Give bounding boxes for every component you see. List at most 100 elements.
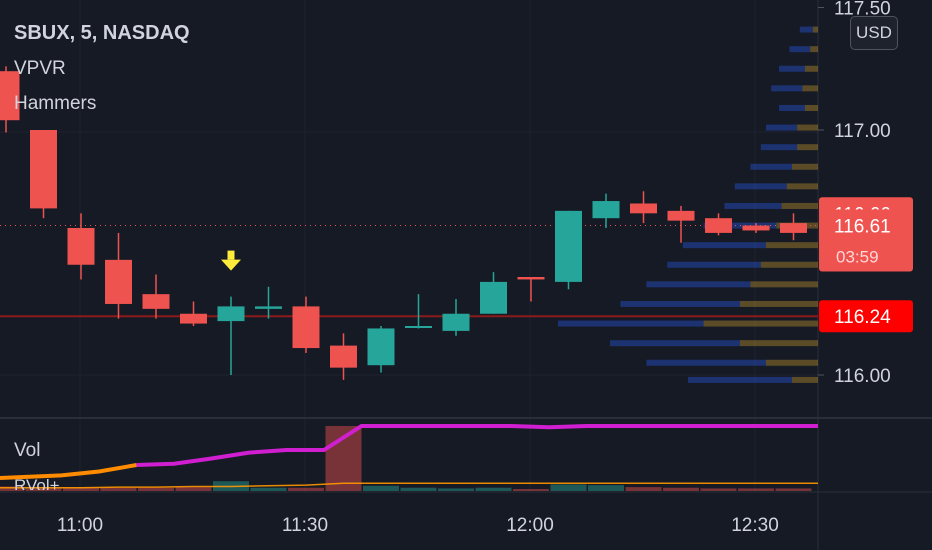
rvol-ma-line [0, 482, 818, 489]
currency-button[interactable]: USD [850, 16, 898, 50]
volume-bar [250, 487, 287, 491]
volume-bar [138, 487, 174, 491]
vpvr-bar-up [646, 281, 751, 288]
indicator-vpvr-label[interactable]: VPVR [14, 58, 66, 79]
symbol-title[interactable]: SBUX, 5, NASDAQ [14, 22, 190, 44]
vpvr-bar-up [771, 85, 803, 92]
vpvr-bar-up [779, 104, 805, 111]
volume-bar [175, 487, 212, 491]
current-price-badge [819, 209, 913, 272]
hammer-arrow-shaft [227, 250, 235, 260]
candle-body [0, 71, 20, 121]
vpvr-bar-up [682, 242, 766, 249]
candle-body [142, 294, 170, 309]
volume-bar [663, 487, 699, 491]
volume-bar [288, 487, 324, 491]
vpvr-bar-down [740, 300, 818, 307]
level-price-badge-label: 116.24 [834, 307, 891, 328]
vpvr-bar-up [760, 144, 798, 151]
vpvr-bar-up [646, 359, 766, 366]
candle-body [292, 306, 320, 349]
vpvr-bar-down [797, 124, 818, 131]
volume-bar [25, 487, 62, 491]
vpvr-bar-up [766, 124, 798, 131]
candle-body [330, 345, 357, 368]
candle-body [405, 326, 432, 328]
volume-bar [513, 489, 549, 491]
vpvr-bar-up [750, 163, 792, 170]
volume-bar [363, 485, 399, 491]
vpvr-bar-up [558, 320, 704, 327]
vpvr-bar-down [740, 340, 818, 347]
rvol-pane-label[interactable]: RVol+ [14, 476, 60, 490]
volume-bar [100, 487, 137, 491]
volume-bar [400, 487, 437, 491]
vpvr-bar-down [797, 144, 818, 151]
candle-body [555, 210, 582, 282]
candle-body [217, 306, 245, 322]
candle-body [67, 228, 95, 265]
candle-body [105, 259, 132, 304]
vpvr-bar-up [688, 376, 792, 383]
vpvr-bar-down [805, 104, 818, 111]
volume-bar [550, 484, 587, 491]
candle-body [705, 218, 732, 233]
vpvr-bar-up [789, 46, 811, 53]
vpvr-bar-down [760, 261, 818, 268]
volume-bar [475, 487, 512, 491]
level-price-badge [819, 300, 913, 333]
vpvr-bar-down [805, 65, 818, 72]
vpvr-bar-up [734, 183, 787, 190]
candle-body [667, 210, 695, 221]
candle-body [442, 313, 470, 331]
current-price-badge-label: 116.61 [834, 217, 891, 238]
candle-body [630, 203, 657, 214]
vpvr-bar-down [781, 202, 818, 209]
vpvr-bar-down [802, 85, 818, 92]
vpvr-bar-up [779, 65, 805, 72]
volume-bar [700, 488, 737, 491]
volume-bar [0, 486, 24, 491]
hammer-arrow-head [221, 259, 241, 271]
time-tick-label: 12:00 [506, 515, 554, 536]
volume-bar [588, 485, 624, 491]
volume-bar [738, 488, 774, 491]
rvol-line-early [0, 463, 137, 480]
volume-bar [63, 487, 99, 491]
candle-body [742, 225, 770, 231]
volume-bar [625, 487, 662, 491]
vpvr-bar-down [766, 359, 818, 366]
volume-bar [775, 488, 812, 491]
volume-pane-label[interactable]: Vol [14, 440, 41, 461]
candle-body [517, 277, 545, 280]
vpvr-bar-down [792, 163, 818, 170]
vpvr-bar-down [792, 376, 818, 383]
price-tick-label: 116.00 [834, 366, 891, 387]
vpvr-bar-down [766, 242, 818, 249]
vpvr-bar-down [812, 26, 818, 33]
hammer-signal-arrow [221, 250, 241, 271]
candle-body [180, 313, 207, 324]
vpvr-bar-down [750, 281, 818, 288]
volume-bar [438, 488, 474, 491]
time-tick-label: 11:30 [282, 515, 328, 536]
candle-body [780, 223, 807, 233]
time-tick-label: 11:00 [57, 515, 103, 536]
vpvr-bar-down [703, 320, 818, 327]
vpvr-bar-up [610, 340, 740, 347]
candle-body [367, 328, 395, 366]
time-tick-label: 12:30 [731, 515, 779, 536]
vpvr-bar-down [810, 46, 818, 53]
bar-countdown-label: 03:59 [836, 248, 879, 267]
candle-body [30, 130, 57, 209]
vpvr-bar-up [667, 261, 761, 268]
candle-body [480, 281, 507, 314]
vpvr-bar-up [724, 202, 782, 209]
vpvr-bar-up [620, 300, 740, 307]
indicator-hammers-label[interactable]: Hammers [14, 93, 97, 114]
vpvr-bar-up [799, 26, 813, 33]
candle-body [592, 201, 620, 219]
price-tick-label: 117.50 [834, 0, 891, 20]
